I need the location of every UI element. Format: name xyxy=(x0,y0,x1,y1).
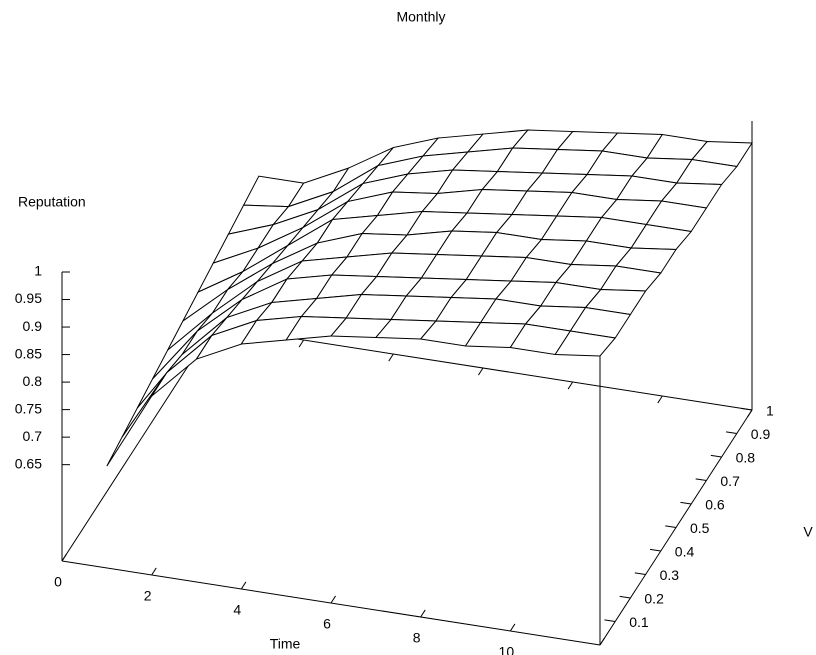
z-axis-label: Reputation xyxy=(18,194,86,210)
y-tick-label: 0.2 xyxy=(644,591,664,607)
z-tick-label: 0.7 xyxy=(23,428,43,444)
y-tick xyxy=(680,501,692,505)
y-tick-label: 1 xyxy=(766,403,774,419)
y-tick xyxy=(741,407,753,411)
x-tick xyxy=(657,395,663,404)
y-tick-label: 0.3 xyxy=(660,567,680,583)
x-tick-label: 0 xyxy=(54,574,62,590)
z-tick-label: 0.9 xyxy=(23,318,43,334)
chart-title: Monthly xyxy=(396,9,445,25)
x-tick xyxy=(61,553,67,562)
y-tick xyxy=(695,478,707,481)
x-tick-label: 6 xyxy=(323,616,331,632)
z-tick-label: 0.65 xyxy=(15,455,42,471)
x-tick xyxy=(509,623,516,632)
x-tick xyxy=(567,381,574,390)
y-tick xyxy=(634,572,646,575)
y-tick xyxy=(725,431,737,434)
y-tick xyxy=(665,525,677,528)
y-tick-label: 0.1 xyxy=(629,614,649,630)
y-tick-label: 0.5 xyxy=(690,520,710,536)
x-tick xyxy=(747,409,753,418)
x-axis-label: Time xyxy=(270,636,301,652)
surface-cell xyxy=(136,330,198,409)
y-tick-label: 0.9 xyxy=(751,426,771,442)
z-tick-label: 0.75 xyxy=(15,400,42,416)
y-tick xyxy=(649,548,661,552)
y-tick xyxy=(619,595,631,599)
z-tick-label: 1 xyxy=(34,263,42,279)
y-tick-label: 0.4 xyxy=(675,544,695,560)
x-tick xyxy=(330,595,336,604)
x-tick xyxy=(388,353,394,362)
surface-cell xyxy=(554,330,617,357)
y-tick-label: 0.8 xyxy=(736,450,756,466)
y-axis-label: V xyxy=(803,524,813,540)
z-tick-label: 0.85 xyxy=(15,345,42,361)
x-tick xyxy=(240,581,247,590)
z-tick-label: 0.95 xyxy=(15,290,42,306)
x-tick xyxy=(420,609,426,618)
y-tick xyxy=(604,619,616,622)
y-tick xyxy=(710,454,722,458)
y-tick-label: 0.6 xyxy=(705,497,725,513)
z-tick-label: 0.8 xyxy=(23,373,43,389)
x-tick-label: 2 xyxy=(144,588,152,604)
x-tick xyxy=(298,339,305,348)
x-tick xyxy=(478,367,484,376)
x-tick xyxy=(151,567,157,576)
x-tick xyxy=(599,637,605,646)
x-tick-label: 10 xyxy=(499,644,515,655)
x-tick-label: 8 xyxy=(413,630,421,646)
y-tick-label: 0.7 xyxy=(720,473,740,489)
x-tick-label: 4 xyxy=(233,602,241,618)
